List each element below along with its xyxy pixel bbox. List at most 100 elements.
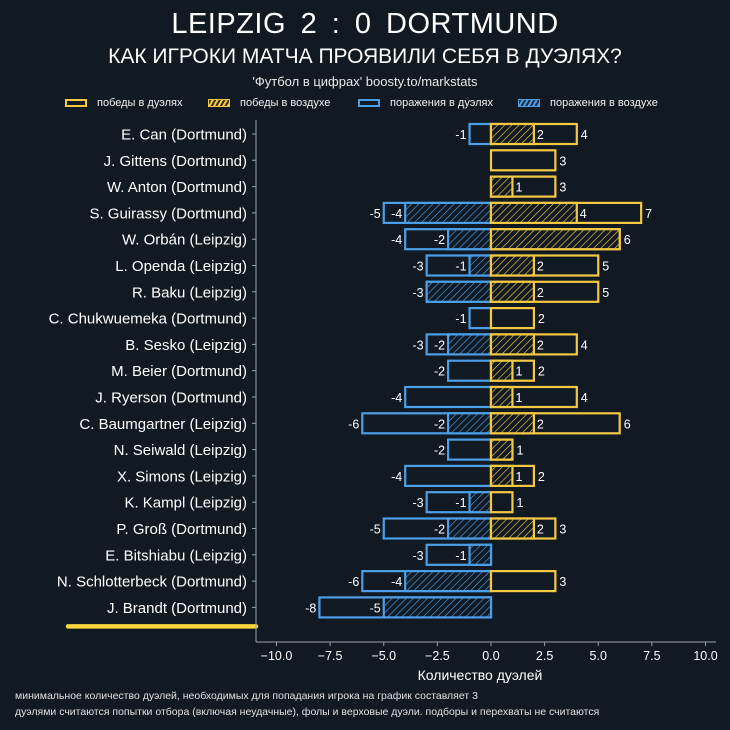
bar-losses-aerial <box>404 569 493 593</box>
legend-item-wins-total: победы в дуэлях <box>65 95 182 111</box>
legend-label: победы в воздухе <box>240 97 331 109</box>
label-losses-aerial: -2 <box>434 233 445 247</box>
x-tick-label: −7.5 <box>318 649 343 663</box>
label-losses-total: -6 <box>348 575 359 589</box>
legend-swatch-hatched-blue <box>518 99 540 107</box>
y-tick-label: N. Seiwald (Leipzig) <box>114 442 247 459</box>
label-losses-total: -4 <box>391 233 402 247</box>
player-row: -5 -2 2 3 <box>370 517 566 540</box>
label-losses-aerial: -2 <box>434 417 445 431</box>
label-wins-aerial: 2 <box>537 417 544 431</box>
label-losses-total: -6 <box>348 417 359 431</box>
bar-losses-aerial <box>447 412 493 435</box>
y-tick-label: M. Beier (Dortmund) <box>111 363 247 380</box>
label-wins-aerial: 2 <box>537 128 544 142</box>
x-axis: −10.0 −7.5 −5.0 −2.5 0.0 2.5 5.0 7.5 10.0 <box>256 641 718 663</box>
label-losses-total: -4 <box>391 470 402 484</box>
chart-subtitle: КАК ИГРОКИ МАТЧА ПРОЯВИЛИ СЕБЯ В ДУЭЛЯХ? <box>108 45 622 68</box>
footnote-definition: дуэлями считаются попытки отбора (включа… <box>15 706 600 718</box>
label-wins-aerial: 2 <box>537 523 544 537</box>
y-tick-label: J. Gittens (Dortmund) <box>104 153 247 170</box>
legend-label: победы в дуэлях <box>97 97 183 109</box>
bar-losses-aerial <box>447 333 493 356</box>
legend-item-losses-total: поражения в дуэлях <box>358 95 493 111</box>
bar-losses-total <box>447 359 493 382</box>
y-tick-label: R. Baku (Leipzig) <box>132 284 247 301</box>
label-wins-total: 2 <box>538 312 545 326</box>
x-tick-label: −10.0 <box>261 649 293 663</box>
label-wins-total: 3 <box>559 181 566 195</box>
player-row: 3 <box>489 149 566 172</box>
legend-label: поражения в воздухе <box>550 97 658 109</box>
label-losses-total: -3 <box>413 496 424 510</box>
label-losses-aerial: -1 <box>455 549 466 563</box>
bar-wins-total <box>489 307 536 330</box>
label-wins-total: 3 <box>559 575 566 589</box>
bar-wins-total <box>489 491 514 514</box>
y-tick-label: X. Simons (Leipzig) <box>117 468 247 485</box>
player-row: -2 1 <box>434 438 523 461</box>
label-wins-total: 3 <box>559 154 566 168</box>
bar-losses-aerial <box>382 596 493 619</box>
label-wins-aerial: 4 <box>580 207 587 221</box>
bar-wins-aerial <box>489 122 536 146</box>
bar-losses-aerial <box>468 491 493 514</box>
bar-wins-aerial <box>489 254 536 277</box>
label-wins-aerial: 2 <box>537 286 544 300</box>
label-wins-total: 4 <box>581 128 588 142</box>
y-axis: E. Can (Dortmund) J. Gittens (Dortmund) W.… <box>49 120 259 642</box>
x-tick-label: 5.0 <box>590 649 607 663</box>
label-wins-total: 1 <box>516 444 523 458</box>
legend-swatch-hatched-yellow <box>208 99 230 107</box>
label-losses-total: -8 <box>305 601 316 615</box>
label-losses-aerial: -5 <box>370 601 381 615</box>
label-wins-aerial: 1 <box>515 181 522 195</box>
label-wins-total: 1 <box>516 496 523 510</box>
label-losses-total: -1 <box>455 312 466 326</box>
bar-losses-aerial <box>468 254 493 277</box>
x-tick-label: 2.5 <box>536 649 553 663</box>
bar-wins-aerial <box>489 385 514 409</box>
label-wins-total: 4 <box>581 338 588 352</box>
y-tick-label: B. Sesko (Leipzig) <box>125 337 247 354</box>
player-row: -4 1 4 <box>391 385 588 409</box>
y-tick-label: K. Kampl (Leipzig) <box>124 495 247 512</box>
player-row: -4 -2 6 <box>391 228 631 251</box>
label-wins-total: 6 <box>624 233 631 247</box>
label-losses-aerial: -1 <box>455 260 466 274</box>
y-tick-label: C. Chukwuemeka (Dortmund) <box>49 311 247 328</box>
legend-swatch-outline-blue <box>358 99 380 107</box>
bar-losses-total <box>404 464 493 487</box>
y-tick-label: J. Ryerson (Dortmund) <box>95 390 247 407</box>
bar-losses-aerial <box>468 543 493 566</box>
label-losses-total: -3 <box>413 286 424 300</box>
player-row: -3 -1 <box>413 543 493 566</box>
label-losses-total: -4 <box>391 391 402 405</box>
chart-source: 'Футбол в цифрах' boosty.to/markstats <box>252 74 478 89</box>
label-wins-total: 4 <box>581 391 588 405</box>
player-row: -1 2 <box>455 307 545 330</box>
label-losses-aerial: -4 <box>391 207 402 221</box>
bar-losses-aerial <box>425 280 493 303</box>
label-losses-total: -2 <box>434 365 445 379</box>
legend-item-losses-aerial: поражения в воздухе <box>518 95 658 111</box>
bar-wins-aerial <box>489 359 514 382</box>
x-tick-label: 0.0 <box>482 649 499 663</box>
label-wins-total: 2 <box>538 365 545 379</box>
legend-item-wins-aerial: победы в воздухе <box>208 95 330 111</box>
bar-wins-aerial <box>489 228 621 251</box>
bar-wins-aerial <box>489 517 536 540</box>
bar-losses-total <box>404 385 493 409</box>
bar-losses-total <box>447 438 493 461</box>
label-losses-aerial: -2 <box>434 338 445 352</box>
label-losses-aerial: -2 <box>434 523 445 537</box>
player-row: -8 -5 <box>305 596 493 619</box>
x-tick-label: 7.5 <box>643 649 660 663</box>
label-losses-total: -3 <box>413 260 424 274</box>
label-wins-aerial: 1 <box>515 365 522 379</box>
y-tick-label: E. Bitshiabu (Leipzig) <box>105 547 247 564</box>
footnote-min-duels: минимальное количество дуэлей, необходим… <box>15 690 478 702</box>
bar-wins-aerial <box>489 333 536 356</box>
